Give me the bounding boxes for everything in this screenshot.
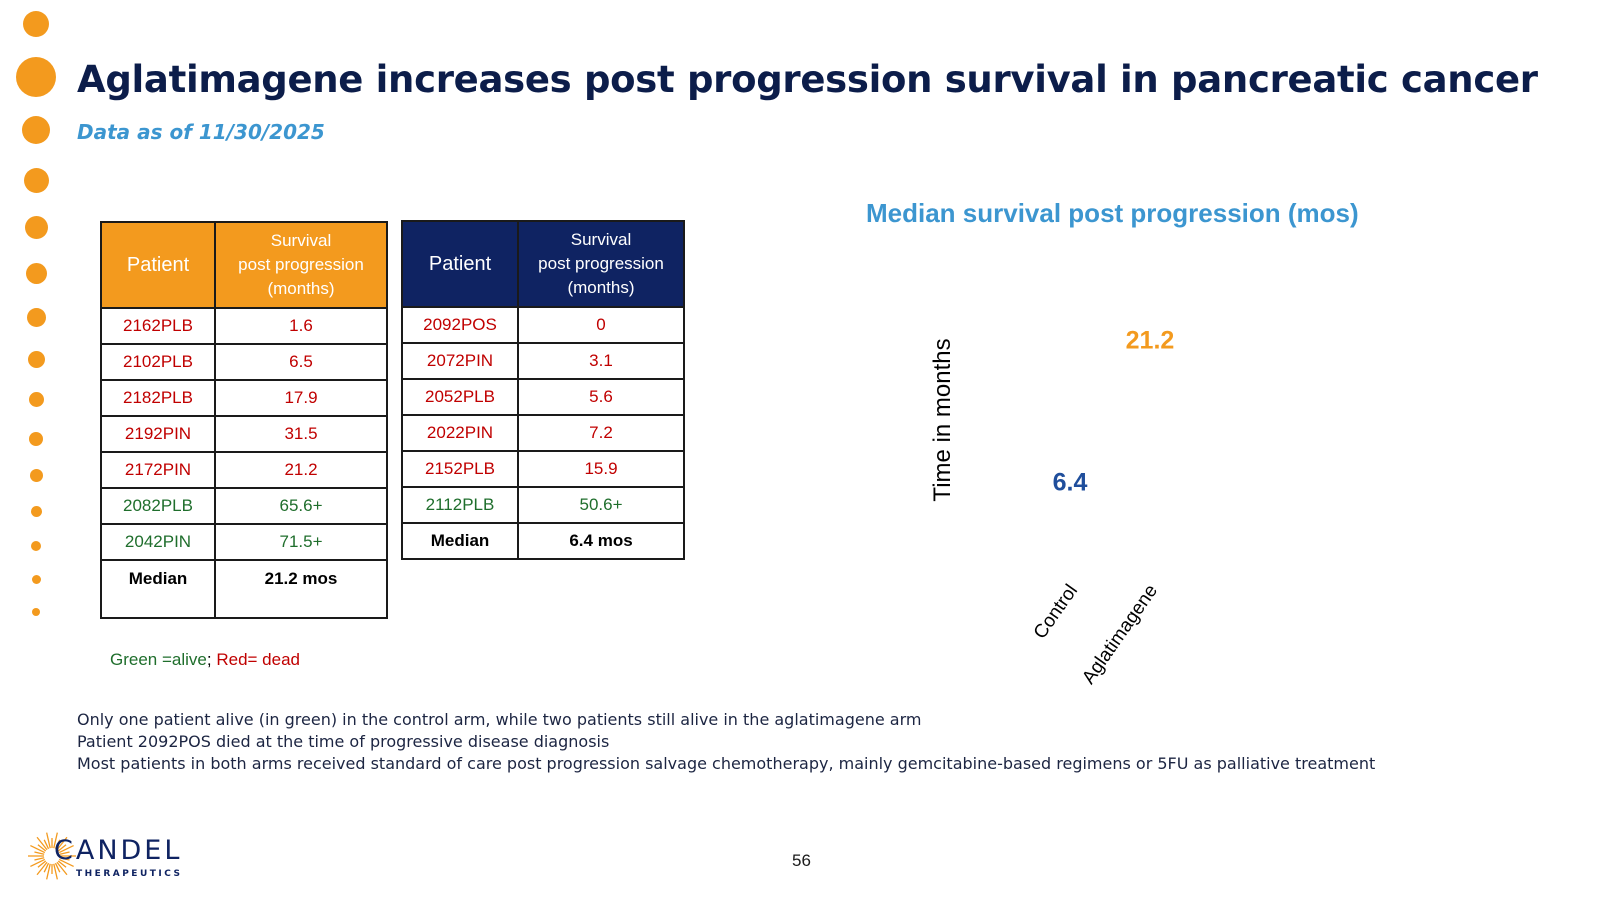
decorative-dot-column: [0, 0, 80, 640]
table-row: 2182PLB 17.9: [100, 379, 388, 417]
median-row: Median 6.4 mos: [401, 522, 685, 560]
survival-value-cell: 71.5+: [214, 523, 388, 561]
slide-title: Aglatimagene increases post progression …: [77, 58, 1538, 101]
survival-value-cell: 17.9: [214, 379, 388, 417]
table-row: 2022PIN 7.2: [401, 414, 685, 452]
survival-value-cell: 31.5: [214, 415, 388, 453]
median-value: 6.4 mos: [517, 522, 685, 560]
decorative-dot: [32, 575, 41, 584]
median-survival-bar-chart: Time in months 6.4 Control 21.2 Aglatimagen…: [929, 326, 1180, 688]
decorative-dot: [31, 541, 41, 551]
decorative-dot: [29, 432, 43, 446]
survival-value-cell: 5.6: [517, 378, 685, 416]
notes: Only one patient alive (in green) in the…: [77, 709, 1375, 775]
survival-value-cell: 0: [517, 306, 685, 344]
patient-id-cell: 2072PIN: [401, 342, 519, 380]
slide-subtitle: Data as of 11/30/2025: [77, 120, 325, 144]
survival-value-cell: 6.5: [214, 343, 388, 381]
table-row: 2042PIN 71.5+: [100, 523, 388, 561]
median-row: Median 21.2 mos: [100, 559, 388, 619]
page-number: 56: [792, 851, 811, 870]
median-value: 21.2 mos: [214, 559, 388, 619]
table-row: 2052PLB 5.6: [401, 378, 685, 416]
patient-id-cell: 2082PLB: [100, 487, 216, 525]
patient-id-cell: 2182PLB: [100, 379, 216, 417]
decorative-dot: [27, 308, 46, 327]
patient-id-cell: 2172PIN: [100, 451, 216, 489]
patient-id-cell: 2092POS: [401, 306, 519, 344]
decorative-dot: [23, 11, 49, 37]
data-label-aglatimagene: 21.2: [1126, 326, 1175, 354]
decorative-dot: [26, 263, 47, 284]
decorative-dot: [24, 168, 49, 193]
data-label-control: 6.4: [1053, 469, 1088, 497]
category-label-control: Control: [1030, 581, 1082, 643]
decorative-dot: [31, 506, 42, 517]
table-row: 2092POS 0: [401, 306, 685, 344]
survival-value-cell: 65.6+: [214, 487, 388, 525]
bar-aglatimagene: [1120, 366, 1180, 570]
decorative-dot: [16, 57, 56, 97]
decorative-dot: [28, 351, 45, 368]
note-line: Only one patient alive (in green) in the…: [77, 710, 922, 729]
table-body: 2162PLB 1.6 2102PLB 6.5 2182PLB 17.9 2192PIN 31…: [100, 307, 388, 619]
category-label-aglatimagene: Aglatimagene: [1078, 581, 1162, 688]
table-row: 2102PLB 6.5: [100, 343, 388, 381]
candel-logo: CANDEL THERAPEUTICS: [26, 822, 196, 890]
table-row: 2192PIN 31.5: [100, 415, 388, 453]
legend-alive: Green =alive: [110, 650, 207, 669]
note-line: Most patients in both arms received stan…: [77, 754, 1376, 773]
logo-tagline: THERAPEUTICS: [76, 869, 183, 879]
column-header-survival: Survival post progression (months): [214, 221, 388, 309]
chart-title: Median survival post progression (mos): [866, 198, 1359, 228]
legend-separator: ;: [206, 650, 212, 669]
patient-id-cell: 2042PIN: [100, 523, 216, 561]
column-header-patient: Patient: [401, 220, 519, 308]
median-label: Median: [100, 559, 216, 619]
decorative-dot: [22, 116, 50, 144]
table-row: 2162PLB 1.6: [100, 307, 388, 345]
table-row: 2152PLB 15.9: [401, 450, 685, 488]
survival-value-cell: 1.6: [214, 307, 388, 345]
chart-bars: 6.4 Control 21.2 Aglatimagene: [1030, 326, 1180, 688]
aglatimagene-survival-table: Patient Survival post progression (month…: [100, 221, 388, 619]
survival-value-cell: 15.9: [517, 450, 685, 488]
patient-id-cell: 2192PIN: [100, 415, 216, 453]
decorative-dot: [25, 216, 48, 239]
patient-id-cell: 2112PLB: [401, 486, 519, 524]
decorative-dot: [29, 392, 44, 407]
table-row: 2112PLB 50.6+: [401, 486, 685, 524]
column-header-survival: Survival post progression (months): [517, 220, 685, 308]
column-header-patient: Patient: [100, 221, 216, 309]
table-row: 2072PIN 3.1: [401, 342, 685, 380]
control-survival-table: Patient Survival post progression (month…: [401, 220, 685, 560]
survival-value-cell: 50.6+: [517, 486, 685, 524]
bar-control: [1040, 509, 1100, 570]
patient-id-cell: 2052PLB: [401, 378, 519, 416]
survival-value-cell: 3.1: [517, 342, 685, 380]
note-line: Patient 2092POS died at the time of prog…: [77, 732, 610, 751]
legend-dead: Red= dead: [211, 650, 300, 669]
median-label: Median: [401, 522, 519, 560]
table-body: 2092POS 0 2072PIN 3.1 2052PLB 5.6 2022PIN 7.2 21…: [401, 306, 685, 560]
patient-id-cell: 2022PIN: [401, 414, 519, 452]
decorative-dot: [30, 469, 43, 482]
logo-name: CANDEL: [54, 835, 182, 866]
survival-value-cell: 7.2: [517, 414, 685, 452]
sunburst-logo-icon: CANDEL THERAPEUTICS: [28, 832, 183, 880]
table-row: 2172PIN 21.2: [100, 451, 388, 489]
status-legend: Green =alive; Red= dead: [110, 650, 300, 670]
patient-id-cell: 2152PLB: [401, 450, 519, 488]
y-axis-label: Time in months: [929, 338, 956, 501]
decorative-dot: [32, 608, 40, 616]
table-row: 2082PLB 65.6+: [100, 487, 388, 525]
patient-id-cell: 2102PLB: [100, 343, 216, 381]
patient-id-cell: 2162PLB: [100, 307, 216, 345]
survival-value-cell: 21.2: [214, 451, 388, 489]
